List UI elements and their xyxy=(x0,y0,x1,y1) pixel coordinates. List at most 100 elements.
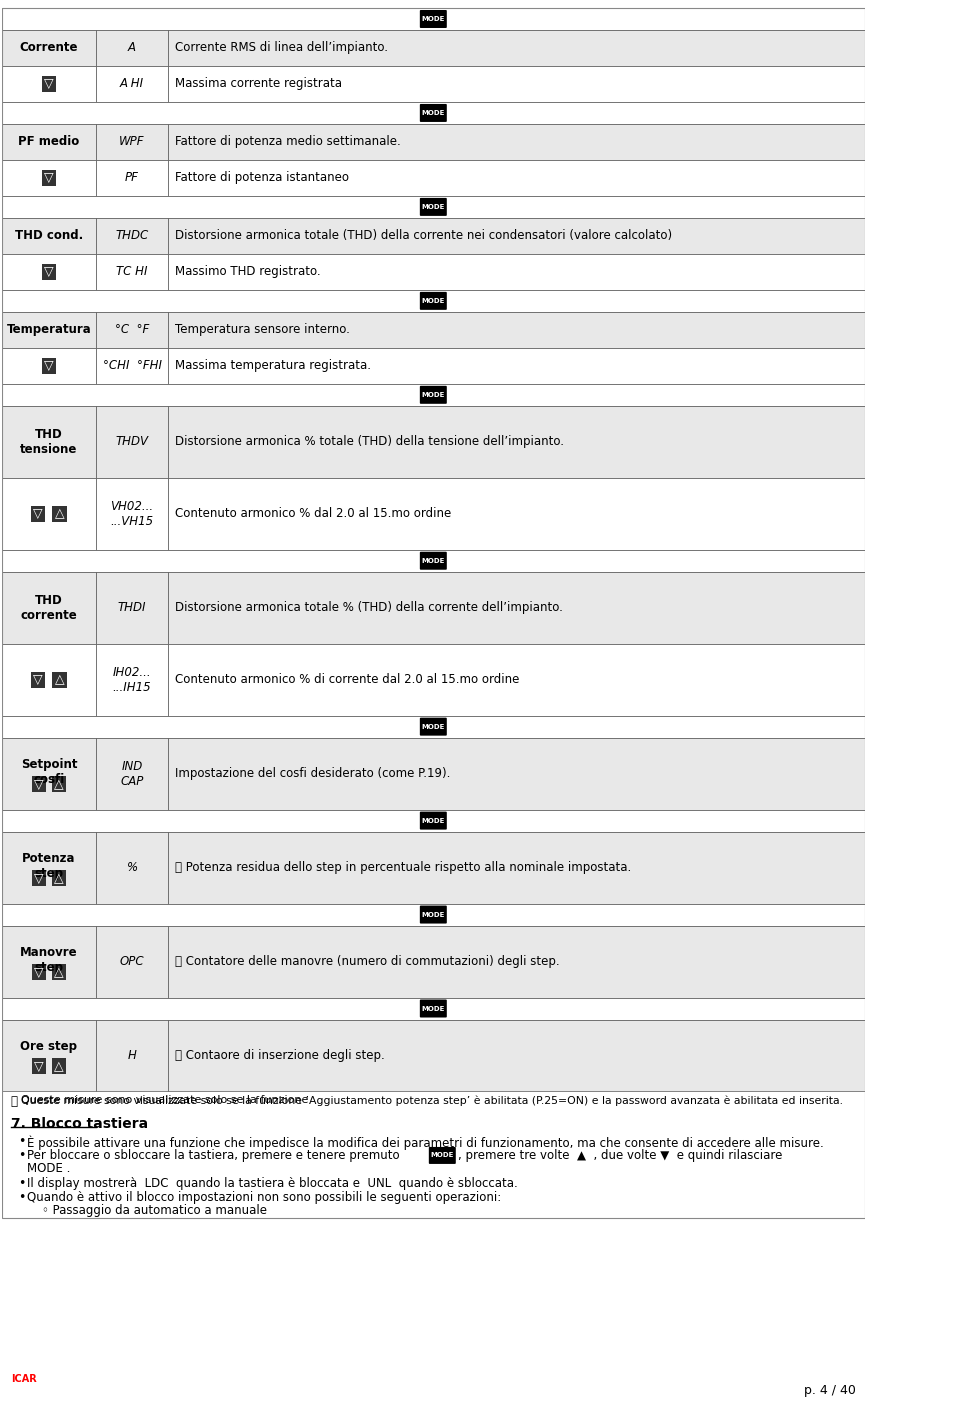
Bar xyxy=(2,8,865,29)
Bar xyxy=(168,29,865,66)
Bar xyxy=(96,123,168,160)
Text: •: • xyxy=(18,1177,25,1191)
Text: Setpoint
cosfi: Setpoint cosfi xyxy=(21,758,77,786)
Text: Queste misure sono visualizzate solo se la funzione: Queste misure sono visualizzate solo se … xyxy=(21,1096,312,1105)
Bar xyxy=(96,219,168,254)
Text: MODE: MODE xyxy=(421,205,445,210)
FancyBboxPatch shape xyxy=(420,10,446,28)
Bar xyxy=(2,290,865,312)
Bar xyxy=(168,160,865,196)
Bar xyxy=(32,1058,46,1075)
Bar xyxy=(41,263,56,280)
Text: MODE: MODE xyxy=(421,912,445,918)
Text: Impostazione del cosfi desiderato (come P.19).: Impostazione del cosfi desiderato (come … xyxy=(176,768,450,780)
Text: ⓘ Contaore di inserzione degli step.: ⓘ Contaore di inserzione degli step. xyxy=(176,1049,385,1062)
FancyBboxPatch shape xyxy=(420,717,446,736)
Bar xyxy=(32,776,46,793)
Text: ▽: ▽ xyxy=(44,265,54,279)
Text: MODE: MODE xyxy=(421,818,445,824)
Bar xyxy=(96,347,168,384)
Text: ▽: ▽ xyxy=(35,871,44,885)
Text: Fattore di potenza istantaneo: Fattore di potenza istantaneo xyxy=(176,171,349,185)
Text: ▽: ▽ xyxy=(35,1059,44,1073)
Text: H: H xyxy=(128,1049,136,1062)
Text: Temperatura sensore interno.: Temperatura sensore interno. xyxy=(176,324,350,336)
Text: Ore step: Ore step xyxy=(20,1040,78,1052)
Bar xyxy=(96,572,168,643)
Bar xyxy=(168,406,865,478)
Bar xyxy=(2,926,96,998)
Bar xyxy=(52,776,66,793)
Text: ▽: ▽ xyxy=(35,778,44,792)
Text: Per bloccare o sbloccare la tastiera, premere e tenere premuto: Per bloccare o sbloccare la tastiera, pr… xyxy=(27,1149,399,1163)
Bar xyxy=(52,964,66,981)
Bar xyxy=(168,254,865,290)
Bar xyxy=(168,123,865,160)
Text: °C  °F: °C °F xyxy=(115,324,149,336)
Bar xyxy=(32,870,46,887)
FancyBboxPatch shape xyxy=(420,999,446,1017)
Text: △: △ xyxy=(55,507,64,520)
Bar xyxy=(52,1058,66,1075)
Bar xyxy=(96,832,168,904)
Bar xyxy=(96,160,168,196)
Text: THDV: THDV xyxy=(115,436,149,448)
Text: ⓘ Contatore delle manovre (numero di commutazioni) degli step.: ⓘ Contatore delle manovre (numero di com… xyxy=(176,955,560,968)
Bar xyxy=(96,1020,168,1091)
Text: △: △ xyxy=(55,672,64,686)
Text: Manovre
step: Manovre step xyxy=(20,946,78,974)
Text: Massima corrente registrata: Massima corrente registrata xyxy=(176,77,342,91)
Text: A: A xyxy=(128,42,136,55)
Text: ◦ Passaggio da automatico a manuale: ◦ Passaggio da automatico a manuale xyxy=(42,1205,267,1217)
FancyBboxPatch shape xyxy=(429,1147,456,1164)
Text: PF medio: PF medio xyxy=(18,136,80,149)
Text: ▽: ▽ xyxy=(34,672,43,686)
Text: ▽: ▽ xyxy=(44,359,54,373)
Bar xyxy=(2,66,96,102)
Bar xyxy=(41,170,56,186)
Bar xyxy=(96,738,168,810)
Text: THD cond.: THD cond. xyxy=(14,230,83,242)
Bar xyxy=(52,870,66,887)
Bar xyxy=(2,160,96,196)
Text: MODE .: MODE . xyxy=(27,1163,70,1175)
Bar xyxy=(2,716,865,738)
Bar xyxy=(2,312,96,347)
Text: °CHI  °FHI: °CHI °FHI xyxy=(103,359,161,373)
Text: Massimo THD registrato.: Massimo THD registrato. xyxy=(176,265,321,279)
Text: △: △ xyxy=(54,778,63,792)
Bar xyxy=(168,832,865,904)
Text: Potenza
step: Potenza step xyxy=(22,852,76,880)
Bar xyxy=(96,254,168,290)
Bar xyxy=(53,671,67,688)
Text: IH02...
...IH15: IH02... ...IH15 xyxy=(112,665,152,693)
Bar xyxy=(168,66,865,102)
Text: ▽: ▽ xyxy=(44,77,54,91)
Bar xyxy=(2,643,96,716)
Text: WPF: WPF xyxy=(119,136,145,149)
Text: ⓘ Potenza residua dello step in percentuale rispetto alla nominale impostata.: ⓘ Potenza residua dello step in percentu… xyxy=(176,862,632,874)
Bar xyxy=(2,8,865,1219)
Bar xyxy=(96,406,168,478)
Bar xyxy=(96,643,168,716)
FancyBboxPatch shape xyxy=(420,552,446,570)
Bar xyxy=(2,196,865,219)
Bar xyxy=(168,219,865,254)
Bar xyxy=(2,998,865,1020)
Bar xyxy=(2,832,96,904)
Text: Contenuto armonico % dal 2.0 al 15.mo ordine: Contenuto armonico % dal 2.0 al 15.mo or… xyxy=(176,507,451,520)
Text: △: △ xyxy=(54,871,63,885)
Bar xyxy=(2,572,96,643)
Bar xyxy=(168,312,865,347)
Bar xyxy=(2,904,865,926)
Bar xyxy=(2,406,96,478)
FancyBboxPatch shape xyxy=(420,905,446,923)
FancyBboxPatch shape xyxy=(420,104,446,122)
Text: THDI: THDI xyxy=(118,601,146,614)
Bar xyxy=(96,29,168,66)
Bar xyxy=(96,926,168,998)
Text: Contenuto armonico % di corrente dal 2.0 al 15.mo ordine: Contenuto armonico % di corrente dal 2.0… xyxy=(176,672,519,686)
Text: IND
CAP: IND CAP xyxy=(120,759,144,787)
Text: p. 4 / 40: p. 4 / 40 xyxy=(804,1384,856,1397)
Text: Corrente: Corrente xyxy=(19,42,78,55)
